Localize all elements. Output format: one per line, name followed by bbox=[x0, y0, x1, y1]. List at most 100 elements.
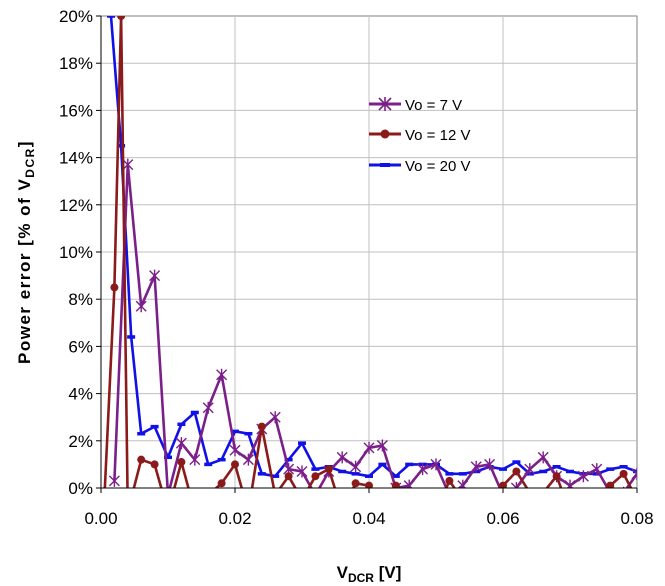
data-point bbox=[271, 491, 279, 499]
y-tick-label: 4% bbox=[68, 385, 93, 404]
data-point bbox=[403, 479, 415, 488]
data-point bbox=[311, 472, 320, 481]
legend-item-vo-20v: Vo = 20 V bbox=[369, 158, 470, 175]
data-point bbox=[524, 463, 536, 476]
data-point bbox=[405, 496, 413, 504]
series-layer bbox=[100, 16, 641, 516]
data-point bbox=[539, 489, 547, 497]
y-tick-label: 0% bbox=[68, 479, 93, 498]
y-tick-label: 18% bbox=[59, 54, 93, 73]
data-point bbox=[257, 422, 266, 431]
data-point bbox=[417, 463, 429, 476]
data-point bbox=[499, 481, 507, 488]
data-point bbox=[537, 451, 549, 464]
data-point bbox=[216, 368, 228, 381]
x-tick-label: 0.04 bbox=[352, 509, 385, 528]
data-point bbox=[191, 508, 199, 516]
x-axis-title-main: V bbox=[337, 563, 349, 582]
legend: Vo = 7 V Vo = 12 V Vo = 20 V bbox=[369, 97, 470, 175]
grid-lines bbox=[101, 16, 637, 488]
y-tick-label: 2% bbox=[68, 432, 93, 451]
data-point bbox=[591, 463, 603, 476]
data-point bbox=[175, 437, 187, 450]
data-point bbox=[631, 467, 637, 480]
data-point bbox=[135, 300, 147, 313]
data-point bbox=[391, 481, 400, 488]
y-tick-labels: 0% 2% 4% 6% 8% 10% 12% 14% 16% 18% 20% bbox=[59, 7, 101, 498]
y-tick-label: 20% bbox=[59, 7, 93, 26]
data-point bbox=[217, 479, 226, 488]
y-axis-title: Power error [% of VDCR] bbox=[15, 140, 37, 364]
data-point bbox=[564, 479, 576, 488]
data-point bbox=[633, 496, 641, 504]
data-point bbox=[189, 453, 201, 466]
data-point bbox=[457, 479, 469, 488]
data-point bbox=[470, 460, 482, 473]
y-axis-title-main: Power error [% of V bbox=[15, 178, 34, 364]
data-point bbox=[269, 411, 281, 424]
data-point bbox=[202, 401, 214, 414]
x-tick-label: 0.02 bbox=[218, 509, 251, 528]
data-point bbox=[430, 458, 442, 471]
y-tick-label: 16% bbox=[59, 101, 93, 120]
data-point bbox=[163, 489, 173, 501]
data-point bbox=[363, 441, 375, 454]
data-point bbox=[510, 482, 522, 488]
x-axis-title-tail: [V] bbox=[374, 563, 401, 582]
y-axis-title-tail: ] bbox=[15, 140, 34, 147]
data-point bbox=[310, 489, 320, 501]
data-point bbox=[472, 491, 480, 499]
data-point bbox=[619, 469, 628, 478]
x-tick-label: 0.00 bbox=[84, 509, 117, 528]
data-point bbox=[242, 453, 254, 466]
series-line bbox=[113, 163, 637, 488]
data-point bbox=[579, 496, 587, 504]
data-point bbox=[432, 508, 440, 516]
legend-label-vo-12v: Vo = 12 V bbox=[405, 127, 470, 144]
y-tick-label: 8% bbox=[68, 290, 93, 309]
data-point bbox=[604, 486, 616, 488]
x-tick-labels: 0.00 0.02 0.04 0.06 0.08 bbox=[84, 488, 654, 528]
data-point bbox=[445, 476, 454, 485]
data-point bbox=[618, 486, 629, 488]
data-point bbox=[117, 16, 126, 20]
data-point bbox=[526, 489, 534, 497]
data-point bbox=[122, 158, 134, 171]
data-point bbox=[459, 496, 467, 504]
data-point bbox=[108, 474, 120, 487]
data-point bbox=[324, 465, 333, 474]
x-tick-label: 0.08 bbox=[620, 509, 653, 528]
data-point bbox=[566, 508, 574, 516]
data-point bbox=[376, 439, 388, 452]
x-axis-title: VDCR [V] bbox=[337, 563, 402, 585]
data-point bbox=[577, 470, 589, 483]
legend-item-vo-12v: Vo = 12 V bbox=[369, 127, 470, 144]
legend-star-marker-vo-7v bbox=[378, 97, 392, 111]
data-point bbox=[512, 467, 521, 476]
data-point bbox=[419, 503, 427, 511]
y-tick-label: 12% bbox=[59, 196, 93, 215]
x-axis-title-sub: DCR bbox=[348, 571, 374, 585]
data-point bbox=[351, 479, 360, 488]
y-axis-title-sub: DCR bbox=[23, 147, 37, 178]
data-point bbox=[100, 496, 108, 504]
data-point bbox=[231, 460, 239, 469]
data-point bbox=[149, 269, 161, 282]
y-tick-label: 6% bbox=[68, 337, 93, 356]
y-tick-label: 10% bbox=[59, 243, 93, 262]
data-point bbox=[298, 496, 306, 504]
data-point bbox=[296, 465, 308, 478]
data-point bbox=[177, 458, 186, 467]
legend-item-vo-7v: Vo = 7 V bbox=[369, 97, 462, 114]
data-point bbox=[552, 472, 561, 481]
legend-circle-marker-vo-12v bbox=[380, 129, 390, 139]
data-point bbox=[593, 491, 601, 499]
y-tick-label: 14% bbox=[59, 149, 93, 168]
x-tick-label: 0.06 bbox=[486, 509, 519, 528]
data-point bbox=[350, 460, 362, 473]
data-point bbox=[484, 458, 496, 471]
data-point bbox=[336, 451, 348, 464]
series-line bbox=[103, 16, 633, 488]
data-point bbox=[338, 508, 346, 516]
